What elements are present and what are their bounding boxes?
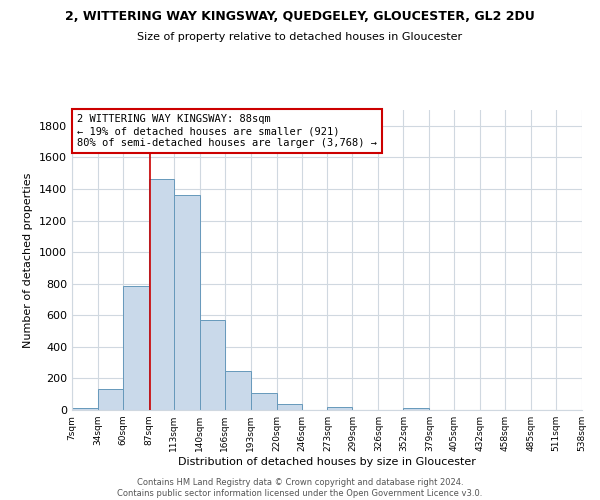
Bar (98, 388, 123, 410)
Bar (403, 408, 429, 410)
Bar (277, 404, 302, 410)
Text: 2, WITTERING WAY KINGSWAY, QUEDGELEY, GLOUCESTER, GL2 2DU: 2, WITTERING WAY KINGSWAY, QUEDGELEY, GL… (65, 10, 535, 23)
Text: Contains HM Land Registry data © Crown copyright and database right 2024.
Contai: Contains HM Land Registry data © Crown c… (118, 478, 482, 498)
Bar (123, 286, 149, 410)
Bar (174, 196, 200, 410)
Bar (225, 370, 251, 410)
Bar (72, 408, 98, 410)
Bar (328, 407, 352, 410)
Text: 2 WITTERING WAY KINGSWAY: 88sqm
← 19% of detached houses are smaller (921)
80% o: 2 WITTERING WAY KINGSWAY: 88sqm ← 19% of… (77, 114, 377, 148)
Bar (200, 320, 225, 410)
Text: Size of property relative to detached houses in Gloucester: Size of property relative to detached ho… (137, 32, 463, 42)
X-axis label: Distribution of detached houses by size in Gloucester: Distribution of detached houses by size … (178, 457, 476, 467)
Y-axis label: Number of detached properties: Number of detached properties (23, 172, 34, 348)
Bar (251, 392, 277, 410)
Bar (149, 180, 174, 410)
